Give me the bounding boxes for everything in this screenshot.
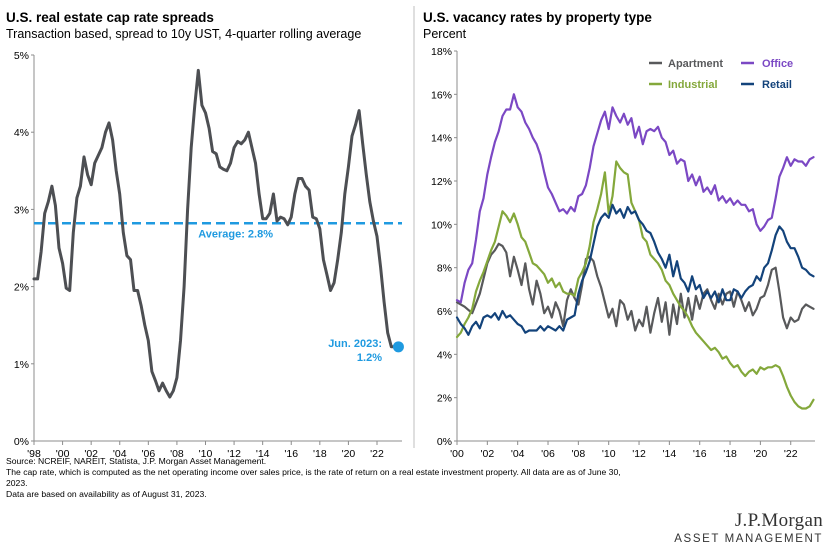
y-tick-label: 2% [437, 393, 452, 405]
x-tick-label: '08 [170, 448, 184, 460]
endpoint-dot [392, 341, 404, 353]
y-axis: 0% 1% 2% 3% 4% 5% [14, 50, 35, 448]
chart-title: U.S. vacancy rates by property type [423, 10, 652, 25]
average-label: Average: 2.8% [198, 228, 273, 240]
chart-title: U.S. real estate cap rate spreads [6, 10, 214, 25]
legend-label-industrial: Industrial [668, 79, 718, 91]
x-tick-label: '04 [511, 448, 525, 460]
x-tick-label: '02 [480, 448, 494, 460]
y-tick-label: 2% [14, 282, 29, 294]
x-tick-label: '98 [27, 448, 41, 460]
x-tick-label: '18 [723, 448, 737, 460]
cap-rate-note-continued: 2023. [6, 478, 28, 488]
legend-label-office: Office [762, 58, 793, 70]
x-tick-label: '10 [602, 448, 616, 460]
x-axis: '98 '00 '02 '04 '06 '08 '10 '12 '14 '16 '18 '20 '22 [27, 440, 402, 460]
y-tick-label: 5% [14, 50, 29, 62]
cap-rate-chart: U.S. real estate cap rate spreads Transa… [6, 10, 404, 460]
x-tick-label: '04 [113, 448, 127, 460]
y-tick-label: 14% [431, 133, 452, 145]
legend: Apartment Office Industrial Retail [649, 58, 793, 91]
x-tick-label: '02 [84, 448, 98, 460]
series-line-retail [455, 203, 815, 336]
y-tick-label: 3% [14, 204, 29, 216]
y-tick-label: 0% [437, 436, 452, 448]
chart-subtitle: Percent [423, 27, 467, 41]
legend-label-retail: Retail [762, 79, 792, 91]
y-tick-label: 12% [431, 176, 452, 188]
x-tick-label: '06 [541, 448, 555, 460]
endpoint-label-date: Jun. 2023: [328, 338, 382, 350]
x-tick-label: '12 [227, 448, 241, 460]
x-tick-label: '16 [284, 448, 298, 460]
y-tick-label: 4% [437, 349, 452, 361]
series-line-apartment [455, 242, 815, 336]
y-tick-label: 10% [431, 219, 452, 231]
availability-note: Data are based on availability as of Aug… [6, 489, 207, 499]
x-tick-label: '20 [754, 448, 768, 460]
x-tick-label: '14 [663, 448, 677, 460]
series-lines [32, 68, 400, 399]
cap-rate-note: The cap rate, which is computed as the n… [6, 467, 621, 477]
x-tick-label: '14 [256, 448, 270, 460]
chart-subtitle: Transaction based, spread to 10y UST, 4-… [6, 27, 361, 41]
vacancy-rate-chart: U.S. vacancy rates by property type Perc… [423, 10, 815, 460]
endpoint-label-value: 1.2% [357, 352, 382, 364]
x-tick-label: '18 [313, 448, 327, 460]
y-axis: 0% 2% 4% 6% 8% 10% 12% 14% 16% 18% [431, 46, 458, 448]
x-tick-label: '22 [784, 448, 798, 460]
y-tick-label: 18% [431, 46, 452, 58]
x-tick-label: '00 [450, 448, 464, 460]
series-line-industrial [455, 160, 815, 410]
brand-name: J.P.Morgan [734, 510, 823, 531]
endpoint-marker [392, 341, 404, 353]
jp-morgan-logo: J.P.Morgan ASSET MANAGEMENT [674, 510, 823, 546]
x-tick-label: '20 [342, 448, 356, 460]
x-axis: '00 '02 '04 '06 '08 '10 '12 '14 '16 '18 '20 '22 [450, 440, 815, 460]
series-line-cap-rate-spread [32, 68, 400, 399]
x-tick-label: '06 [141, 448, 155, 460]
x-tick-label: '10 [199, 448, 213, 460]
y-tick-label: 4% [14, 127, 29, 139]
y-tick-label: 16% [431, 89, 452, 101]
series-line-office [455, 93, 815, 304]
y-tick-label: 1% [14, 359, 29, 371]
y-tick-label: 8% [437, 263, 452, 275]
x-tick-label: '00 [56, 448, 70, 460]
y-tick-label: 0% [14, 436, 29, 448]
x-tick-label: '22 [370, 448, 384, 460]
y-tick-label: 6% [437, 306, 452, 318]
x-tick-label: '08 [572, 448, 586, 460]
x-tick-label: '16 [693, 448, 707, 460]
source-note: Source: NCREIF, NAREIT, Statista, J.P. M… [6, 456, 267, 466]
legend-label-apartment: Apartment [668, 58, 723, 70]
series-lines [455, 93, 815, 410]
brand-subtitle: ASSET MANAGEMENT [674, 533, 823, 545]
x-tick-label: '12 [632, 448, 646, 460]
